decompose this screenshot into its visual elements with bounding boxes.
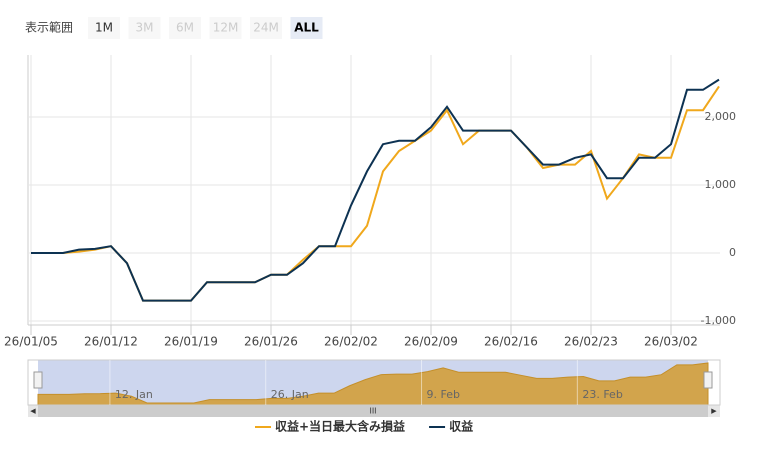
x-tick-label: 26/01/26 xyxy=(244,335,298,349)
scrollbar-thumb[interactable] xyxy=(38,405,708,417)
range-button-label[interactable]: 3M xyxy=(136,21,154,35)
x-tick-label: 26/01/12 xyxy=(84,335,138,349)
x-tick-label: 26/02/09 xyxy=(404,335,458,349)
range-button[interactable] xyxy=(128,17,161,39)
navigator-area xyxy=(37,362,709,406)
navigator-outline xyxy=(27,359,721,406)
range-button-label[interactable]: ALL xyxy=(294,21,319,35)
scrollbar-grip: III xyxy=(369,407,376,416)
scroll-right[interactable]: ▶ xyxy=(711,407,717,415)
range-button[interactable] xyxy=(290,17,323,39)
x-tick-label: 26/01/19 xyxy=(164,335,218,349)
x-tick-label: 26/02/23 xyxy=(564,335,618,349)
range-label: 表示範囲 xyxy=(25,20,73,35)
navigator-handle[interactable] xyxy=(703,371,713,389)
range-button-label[interactable]: 1M xyxy=(95,21,113,35)
scroll-left[interactable]: ◀ xyxy=(30,407,36,415)
legend-label[interactable]: 収益+当日最大含み損益 xyxy=(275,419,405,434)
y-tick-label: -1,000 xyxy=(701,314,736,327)
legend-label[interactable]: 収益 xyxy=(449,419,473,434)
range-button[interactable] xyxy=(250,17,282,39)
y-tick-label: 1,000 xyxy=(705,178,737,191)
range-button-label[interactable]: 24M xyxy=(253,21,279,35)
series-line xyxy=(31,85,720,302)
x-tick-label: 26/02/16 xyxy=(484,335,538,349)
navigator-label: 9. Feb xyxy=(427,388,460,401)
range-button[interactable] xyxy=(88,17,120,39)
y-tick-label: 2,000 xyxy=(705,110,737,123)
x-tick-label: 26/03/02 xyxy=(644,335,698,349)
range-button[interactable] xyxy=(169,17,201,39)
y-tick-label: 0 xyxy=(729,246,736,259)
x-tick-label: 26/02/02 xyxy=(324,335,378,349)
navigator-label: 23. Feb xyxy=(582,388,622,401)
range-button-label[interactable]: 12M xyxy=(213,21,239,35)
x-tick-label: 26/01/05 xyxy=(4,335,58,349)
range-button-label[interactable]: 6M xyxy=(176,21,194,35)
navigator-handle[interactable] xyxy=(33,371,43,389)
series-line xyxy=(31,78,720,302)
navigator-label: 26. Jan xyxy=(271,388,309,401)
range-button[interactable] xyxy=(209,17,242,39)
navigator-label: 12. Jan xyxy=(115,388,153,401)
